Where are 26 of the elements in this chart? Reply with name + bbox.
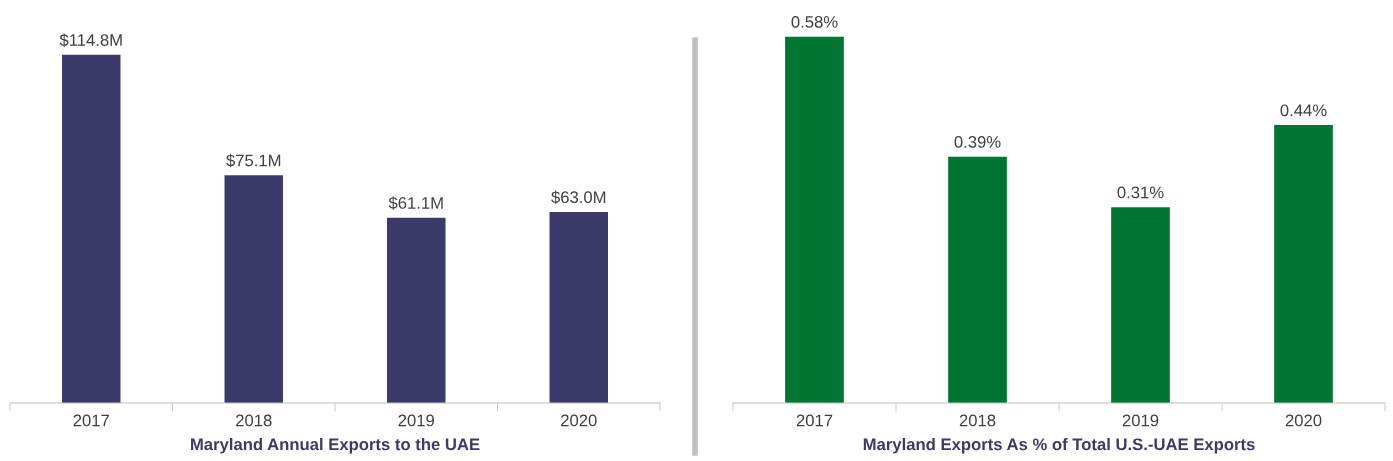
bar — [785, 36, 844, 403]
x-axis-title: Maryland Annual Exports to the UAE — [191, 437, 480, 454]
data-label: $61.1M — [388, 196, 443, 210]
data-label: 0.39% — [954, 136, 1001, 148]
x-axis-title: Maryland Exports As % of Total U.S.-UAE Exports — [863, 437, 1255, 454]
bar — [1111, 207, 1170, 403]
x-tick-label: 2017 — [73, 414, 109, 427]
x-tick-label: 2020 — [1285, 414, 1322, 427]
bar — [224, 175, 283, 403]
x-tick-label: 2018 — [236, 414, 272, 427]
data-label: 0.58% — [791, 15, 838, 28]
data-label: $114.8M — [59, 33, 122, 47]
x-tick-label: 2019 — [1122, 414, 1159, 427]
data-label: $75.1M — [226, 153, 281, 168]
bar — [549, 211, 608, 403]
bar — [1274, 125, 1333, 403]
x-tick-label: 2020 — [561, 414, 597, 427]
data-label: $63.0M — [551, 190, 606, 205]
bar — [62, 54, 121, 403]
bar — [948, 156, 1007, 403]
x-tick-label: 2019 — [398, 414, 434, 427]
x-tick-label: 2018 — [959, 414, 996, 427]
data-label: 0.44% — [1280, 104, 1327, 117]
x-tick-label: 2017 — [796, 414, 833, 427]
data-label: 0.31% — [1117, 186, 1164, 199]
bar — [387, 217, 446, 403]
